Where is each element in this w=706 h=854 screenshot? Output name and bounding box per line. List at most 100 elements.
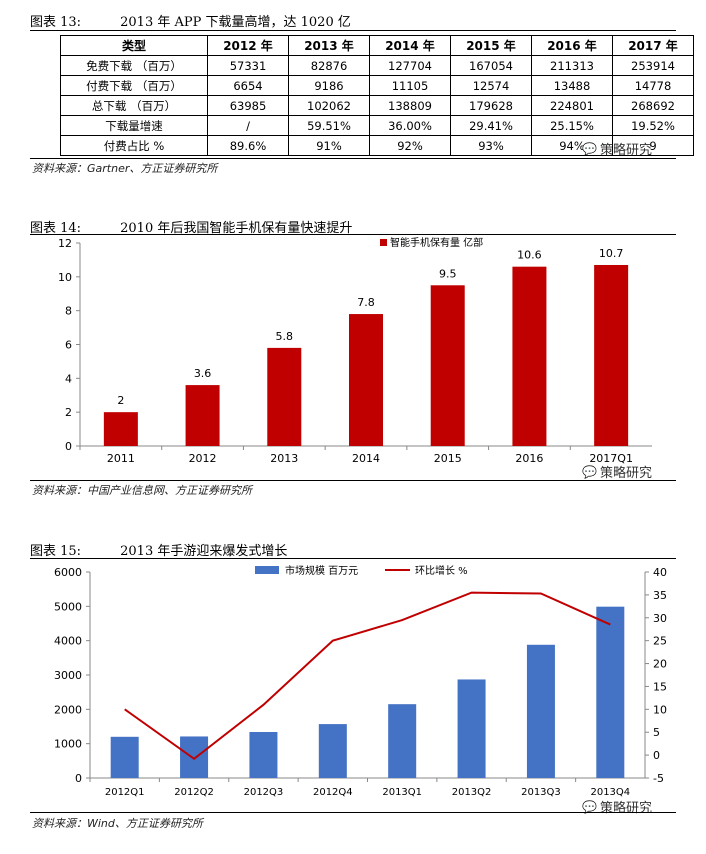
table-cell: 89.6%	[207, 135, 289, 156]
bar	[594, 264, 629, 446]
bar	[180, 736, 209, 778]
bar	[457, 679, 486, 778]
watermark: 💬 策略研究	[582, 462, 652, 482]
y-tick-label: 2	[65, 406, 72, 419]
series-line	[124, 591, 611, 761]
fig13-source: 资料来源：Gartner、方正证券研究所	[32, 162, 218, 175]
fig15-title: 2013 年手游迎来爆发式增长	[120, 544, 288, 559]
table-cell: 94%	[531, 135, 613, 156]
table-cell: 127704	[369, 55, 451, 76]
bar	[596, 606, 625, 778]
fig14-title: 2010 年后我国智能手机保有量快速提升	[120, 221, 353, 236]
table-cell: 19.52%	[612, 115, 694, 136]
table-header-cell: 2015 年	[450, 35, 532, 56]
app-download-table: 类型 2012 年 2013 年 2014 年 2015 年 2016 年 20…	[60, 35, 694, 156]
y2-tick-label: 25	[653, 635, 667, 648]
bar	[103, 412, 138, 446]
x-tick-label: 2013Q2	[452, 787, 492, 798]
y-tick-label: 12	[58, 237, 72, 250]
fig14-title-rule	[30, 234, 676, 235]
y-tick-label: 6	[65, 339, 72, 352]
fig13-source-rule	[30, 158, 676, 159]
fig13-title-row: 图表 13: 2013 年 APP 下载量高增，达 1020 亿	[30, 11, 351, 30]
x-tick-label: 2012Q3	[244, 787, 284, 798]
table-cell: 92%	[369, 135, 451, 156]
bar	[185, 385, 220, 446]
table-cell: 224801	[531, 95, 613, 116]
table-header-row: 类型 2012 年 2013 年 2014 年 2015 年 2016 年 20…	[60, 35, 694, 56]
table-row: 下载量增速 / 59.51% 36.00% 29.41% 25.15% 19.5…	[60, 115, 694, 136]
y2-tick-label: 10	[653, 703, 667, 716]
table-cell: 总下载 （百万）	[60, 95, 208, 116]
table-header-cell: 2014 年	[369, 35, 451, 56]
y2-tick-label: 40	[653, 566, 667, 579]
table-cell: 102062	[288, 95, 370, 116]
bar	[249, 731, 278, 778]
y2-tick-label: 30	[653, 612, 667, 625]
x-tick-label: 2012Q2	[174, 787, 214, 798]
y2-tick-label: 20	[653, 658, 667, 671]
x-tick-label: 2014	[352, 452, 380, 465]
table-cell: 29.41%	[450, 115, 532, 136]
x-tick-label: 2012Q4	[313, 787, 353, 798]
wechat-icon: 💬	[582, 141, 597, 156]
data-label: 5.8	[276, 330, 294, 343]
bar	[430, 285, 465, 446]
table-cell: 167054	[450, 55, 532, 76]
table-cell: 13488	[531, 75, 613, 96]
table-cell: 63985	[207, 95, 289, 116]
y-tick-label: 4000	[54, 635, 82, 648]
y-tick-label: 1000	[54, 738, 82, 751]
bar	[349, 314, 383, 446]
table-cell: 6654	[207, 75, 289, 96]
table-header-cell: 2017 年	[612, 35, 694, 56]
mobile-game-market-chart: 0 1000 2000 3000 4000 5000 6000 -5 0 5 10 15 20 25 30 3…	[54, 564, 667, 798]
x-tick-label: 2013	[270, 452, 298, 465]
legend-label: 市场规模 百万元	[285, 564, 358, 577]
watermark: 💬 策略研究	[582, 139, 652, 159]
table-cell: 免费下载 （百万）	[60, 55, 208, 76]
data-label: 7.8	[357, 296, 375, 309]
x-tick-label: 2012Q1	[105, 787, 145, 798]
y-tick-label: 3000	[54, 669, 82, 682]
x-tick-label: 2015	[434, 452, 462, 465]
watermark-text: 策略研究	[599, 466, 652, 481]
table-cell: 93%	[450, 135, 532, 156]
x-tick-label: 2011	[107, 452, 135, 465]
bar	[512, 266, 547, 446]
table-cell: 36.00%	[369, 115, 451, 136]
y2-tick-label: 0	[653, 749, 660, 762]
y-tick-label: 2000	[54, 703, 82, 716]
table-row: 总下载 （百万） 63985 102062 138809 179628 2248…	[60, 95, 694, 116]
x-tick-label: 2016	[515, 452, 543, 465]
table-cell: /	[207, 115, 289, 136]
x-tick-label: 2013Q1	[382, 787, 422, 798]
y-tick-label: 10	[58, 271, 72, 284]
table-header-cell: 类型	[60, 35, 208, 56]
fig13-number: 图表 13:	[30, 15, 82, 30]
wechat-icon: 💬	[582, 464, 597, 479]
fig15-source-rule	[30, 812, 676, 813]
fig14-number: 图表 14:	[30, 221, 82, 236]
table-header-cell: 2013 年	[288, 35, 370, 56]
fig14-source: 资料来源：中国产业信息网、方正证券研究所	[32, 484, 252, 497]
x-tick-label: 2012	[189, 452, 217, 465]
fig13-title: 2013 年 APP 下载量高增，达 1020 亿	[120, 15, 351, 30]
table-cell: 9186	[288, 75, 370, 96]
table-row: 付费占比 % 89.6% 91% 92% 93% 94% 9	[60, 135, 694, 156]
table-cell: 下载量增速	[60, 115, 208, 136]
table-cell: 9	[612, 135, 694, 156]
y2-tick-label: 35	[653, 589, 667, 602]
fig14-source-rule	[30, 480, 676, 481]
bar	[267, 347, 302, 446]
bar	[526, 644, 555, 778]
y2-tick-label: 15	[653, 680, 667, 693]
table-cell: 付费下载 （百万）	[60, 75, 208, 96]
data-label: 3.6	[194, 367, 212, 380]
fig14-title-row: 图表 14: 2010 年后我国智能手机保有量快速提升	[30, 217, 352, 236]
bar	[318, 724, 347, 778]
table-cell: 25.15%	[531, 115, 613, 136]
data-label: 2	[117, 394, 124, 407]
watermark-text: 策略研究	[599, 143, 652, 158]
table-cell: 59.51%	[288, 115, 370, 136]
